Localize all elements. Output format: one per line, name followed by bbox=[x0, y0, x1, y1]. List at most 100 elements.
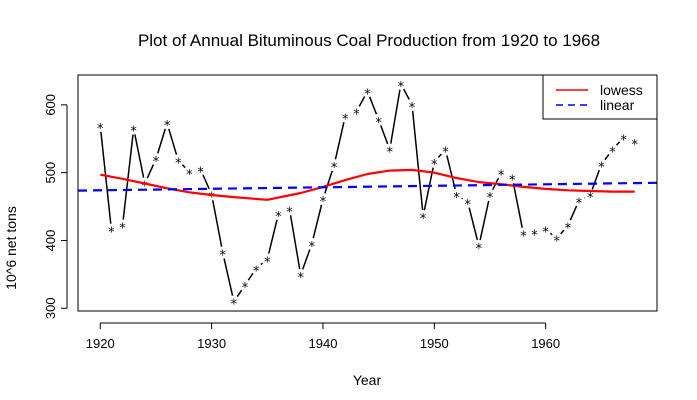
data-line-segment bbox=[549, 232, 553, 236]
legend-label-lowess: lowess bbox=[600, 82, 643, 98]
data-point-marker: * bbox=[208, 190, 215, 205]
data-point-marker: * bbox=[264, 255, 271, 270]
data-point-marker: * bbox=[375, 116, 382, 131]
data-line-segment bbox=[423, 167, 434, 211]
data-point-marker: * bbox=[398, 80, 405, 95]
data-point-marker: * bbox=[487, 191, 494, 206]
data-point-marker: * bbox=[153, 155, 160, 170]
plot-frame bbox=[77, 74, 658, 312]
data-point-marker: * bbox=[220, 249, 227, 264]
data-point-marker: * bbox=[509, 173, 516, 188]
data-point-marker: * bbox=[409, 101, 416, 116]
data-point-marker: * bbox=[498, 169, 505, 184]
data-line-segment bbox=[289, 215, 301, 270]
data-line-segment bbox=[212, 200, 223, 247]
data-line-segment bbox=[446, 155, 456, 190]
data-point-marker: * bbox=[587, 191, 594, 206]
legend-label-linear: linear bbox=[600, 97, 635, 113]
y-tick-label: 600 bbox=[43, 94, 58, 116]
x-tick-label: 1960 bbox=[531, 336, 560, 351]
data-point-marker: * bbox=[331, 161, 338, 176]
data-line-segment bbox=[122, 134, 134, 220]
data-point-marker: * bbox=[520, 230, 527, 245]
data-point-marker: * bbox=[175, 156, 182, 171]
data-point-marker: * bbox=[186, 168, 193, 183]
data-line-segment bbox=[461, 197, 463, 200]
data-line-segment bbox=[411, 110, 424, 211]
data-line-segment bbox=[569, 205, 578, 221]
linear-line bbox=[78, 181, 657, 192]
data-point-marker: * bbox=[442, 146, 449, 161]
data-line-segment bbox=[368, 96, 378, 115]
data-line-segment bbox=[168, 128, 178, 155]
x-tick-label: 1930 bbox=[197, 336, 226, 351]
data-point-marker: * bbox=[108, 226, 115, 241]
y-tick-label: 500 bbox=[43, 162, 58, 184]
data-point-marker: * bbox=[431, 158, 438, 173]
data-line-segment bbox=[468, 207, 479, 241]
y-axis-label: 10^6 net tons bbox=[3, 206, 19, 290]
data-point-marker: * bbox=[631, 138, 638, 153]
data-line-segment bbox=[560, 229, 565, 235]
plot-area: * * * * * * * * * * * * * * * * * * * * * * * * * * * * * * * * * * * * * * * *… bbox=[78, 80, 657, 313]
data-point-marker: * bbox=[119, 222, 126, 237]
data-point-marker: * bbox=[598, 161, 605, 176]
legend-box bbox=[542, 74, 658, 120]
data-line-segment bbox=[334, 122, 345, 160]
data-point-marker: * bbox=[542, 226, 549, 241]
data-line-segment bbox=[134, 134, 145, 178]
data-point-marker: * bbox=[476, 242, 483, 257]
plot-content: * * * * * * * * * * * * * * * * * * * * * * * * * * * * * * * * * * * * * * * *… bbox=[78, 80, 657, 313]
data-point-marker: * bbox=[531, 228, 538, 243]
data-point-marker: * bbox=[197, 165, 204, 180]
data-point-marker: * bbox=[464, 198, 471, 213]
data-point-marker: * bbox=[342, 112, 349, 127]
data-point-marker: * bbox=[320, 195, 327, 210]
x-tick-label: 1940 bbox=[309, 336, 338, 351]
data-line-segment bbox=[390, 89, 401, 144]
data-line-segment bbox=[100, 131, 112, 224]
data-line-segment bbox=[358, 96, 366, 107]
data-point-marker: * bbox=[164, 119, 171, 134]
data-point-marker: * bbox=[286, 205, 293, 220]
data-point-marker: * bbox=[242, 281, 249, 296]
data-line-segment bbox=[181, 164, 186, 169]
data-line-segment bbox=[267, 219, 278, 254]
data-line-segment bbox=[380, 125, 389, 145]
y-tick-label: 300 bbox=[43, 297, 58, 319]
data-point-marker: * bbox=[97, 122, 104, 137]
data-point-marker: * bbox=[297, 271, 304, 286]
data-point-marker: * bbox=[364, 87, 371, 102]
data-line-segment bbox=[437, 153, 442, 158]
data-line-segment bbox=[223, 258, 234, 296]
data-point-marker: * bbox=[554, 234, 561, 249]
data-point-marker: * bbox=[130, 125, 137, 140]
data-line-segment bbox=[312, 204, 323, 239]
data-point-marker: * bbox=[275, 210, 282, 225]
data-point-marker: * bbox=[453, 191, 460, 206]
data-line-segment bbox=[512, 183, 523, 228]
data-point-marker: * bbox=[565, 222, 572, 237]
data-point-marker: * bbox=[142, 180, 149, 195]
x-tick-label: 1950 bbox=[420, 336, 449, 351]
data-point-marker: * bbox=[309, 240, 316, 255]
data-line-segment bbox=[260, 262, 264, 266]
data-point-marker: * bbox=[420, 212, 427, 227]
lowess-line bbox=[100, 168, 635, 201]
data-line-segment bbox=[324, 170, 333, 194]
axes: 1920 1930 1940 1950 1960 300 400 500 600 bbox=[43, 74, 658, 351]
x-axis-label: Year bbox=[353, 372, 382, 388]
data-point-marker: * bbox=[253, 264, 260, 279]
data-line-segment bbox=[302, 249, 311, 270]
data-point-marker: * bbox=[387, 146, 394, 161]
data-line-segment bbox=[202, 174, 210, 190]
data-point-marker: * bbox=[620, 133, 627, 148]
chart-title: Plot of Annual Bituminous Coal Productio… bbox=[138, 31, 600, 50]
data-point-marker: * bbox=[353, 108, 360, 123]
data-line-segment bbox=[403, 88, 410, 100]
data-line-segment bbox=[236, 289, 243, 297]
data-point-marker: * bbox=[231, 298, 238, 313]
data-point-marker: * bbox=[576, 196, 583, 211]
